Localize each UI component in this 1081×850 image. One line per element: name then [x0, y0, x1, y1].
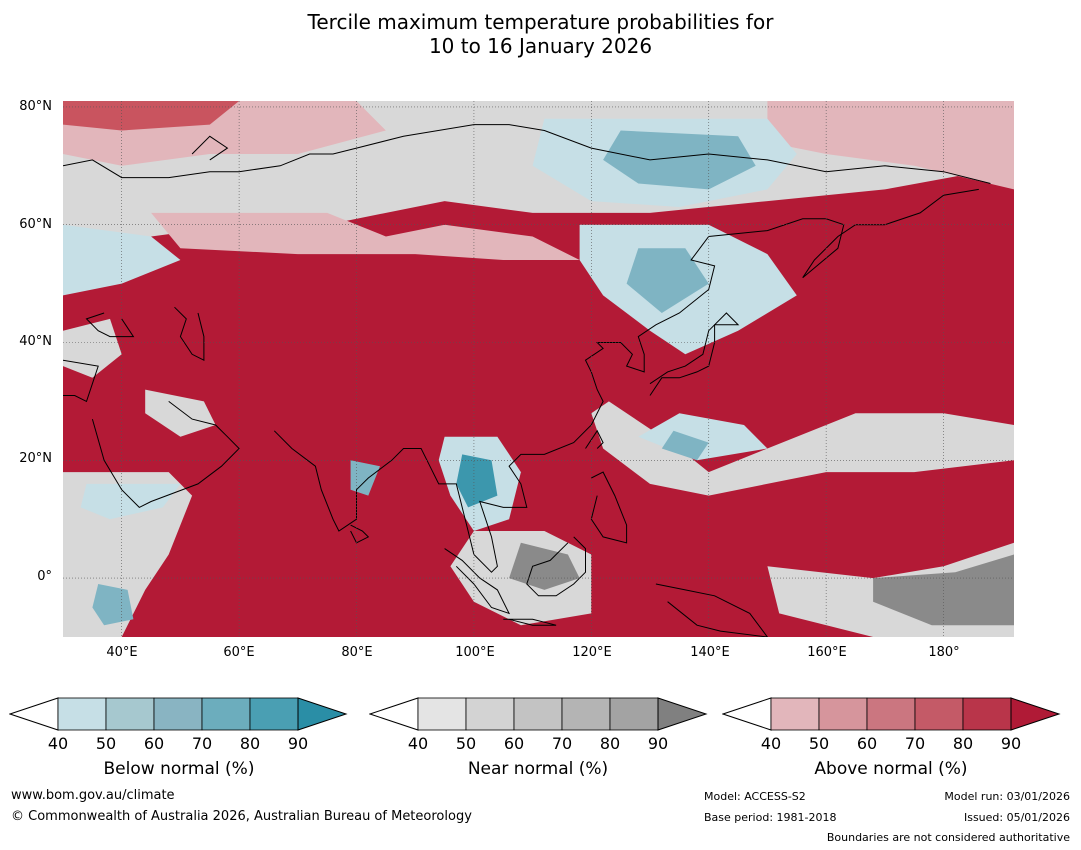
colorbar-high-extension [297, 697, 348, 731]
lon-label-160e: 160°E [807, 645, 847, 660]
colorbar-segment [818, 697, 868, 731]
lon-label-80e: 80°E [341, 645, 373, 660]
lat-label-60n: 60°N [19, 217, 52, 232]
coastline-segment [526, 536, 586, 597]
near-normal-title: Near normal (%) [467, 759, 609, 779]
issued-label: Issued: 05/01/2026 [963, 811, 1070, 824]
colorbar-tick-label: 90 [287, 734, 309, 753]
region-bering-above-light [767, 101, 1014, 190]
coastline-segment [590, 471, 628, 544]
colorbar-segment [866, 697, 916, 731]
colorbar-tick-label: 50 [455, 734, 477, 753]
colorbar-segment [914, 697, 964, 731]
colorbar-tick-label: 90 [647, 734, 669, 753]
coastline-segment [503, 618, 557, 626]
region-east-africa-near-normal [63, 472, 193, 637]
colorbar-low-extension [369, 697, 419, 731]
region-tanzania-below-mid [92, 584, 134, 626]
colorbar-segment [417, 697, 467, 731]
lon-label-120e: 120°E [572, 645, 612, 660]
colorbar-tick-label: 70 [551, 734, 573, 753]
region-persian-gulf-near-normal [145, 389, 216, 437]
lon-label-140e: 140°E [690, 645, 730, 660]
coastline-segment [174, 306, 205, 362]
coastline-segment [63, 359, 99, 403]
colorbar-segment [105, 697, 155, 731]
colorbar-tick-label: 60 [503, 734, 525, 753]
model-label: Model: ACCESS-S2 [704, 790, 806, 803]
lon-label-100e: 100°E [455, 645, 495, 660]
colorbar-tick-label: 80 [952, 734, 974, 753]
probability-regions [63, 101, 1014, 637]
model-run-label: Model run: 03/01/2026 [944, 790, 1070, 803]
probability-map [63, 101, 1014, 637]
lat-label-20n: 20°N [19, 451, 52, 466]
colorbar-tick-label: 50 [95, 734, 117, 753]
colorbar-segment [561, 697, 611, 731]
colorbar-tick-label: 80 [599, 734, 621, 753]
coastline-segment [91, 401, 240, 509]
map-title-line-1: Tercile maximum temperature probabilitie… [307, 10, 774, 34]
region-siberia-below-mid [603, 130, 756, 190]
colorbar-tick-label: 80 [239, 734, 261, 753]
coastline-segment [649, 312, 740, 396]
colorbar-segment [513, 697, 563, 731]
region-barents-above [63, 101, 240, 131]
colorbar-high-extension [1010, 697, 1061, 731]
coastline-segment [585, 429, 604, 449]
coastline-segment [191, 135, 229, 161]
colorbar-tick-label: 40 [407, 734, 429, 753]
coastline-segment [85, 312, 135, 338]
region-manchuria-below-mid [626, 248, 709, 313]
colorbar-tick-label: 60 [143, 734, 165, 753]
colorbar-segment [249, 697, 299, 731]
map-title-line-2: 10 to 16 January 2026 [428, 34, 653, 58]
colorbar-low-extension [9, 697, 59, 731]
below-normal-colorbar [9, 697, 348, 731]
region-indochina-below-strong [456, 454, 498, 508]
near-normal-colorbar [369, 697, 708, 731]
colorbar-segment [770, 697, 820, 731]
coastline-segment [444, 548, 511, 615]
colorbar-segment [609, 697, 659, 731]
above-normal-title: Above normal (%) [814, 759, 968, 779]
region-india-below-mid [350, 460, 380, 496]
colorbar-segment [57, 697, 107, 731]
map-canvas [63, 101, 1014, 637]
colorbar-segment [153, 697, 203, 731]
coastline-segment [655, 583, 769, 637]
colorbar-segment [201, 697, 251, 731]
lon-label-40e: 40°E [106, 645, 138, 660]
region-horn-africa-below-light [80, 483, 181, 520]
lon-label-60e: 60°E [223, 645, 255, 660]
colorbar-segment [962, 697, 1012, 731]
lon-label-180: 180° [928, 645, 960, 660]
colorbar-tick-label: 60 [856, 734, 878, 753]
base-period-label: Base period: 1981-2018 [704, 811, 837, 824]
boundaries-disclaimer: Boundaries are not considered authoritat… [826, 831, 1070, 844]
colorbar-tick-label: 40 [47, 734, 69, 753]
region-central-pacific-near-dark [873, 554, 1014, 626]
coastline-segment [350, 524, 370, 544]
colorbar-tick-label: 70 [191, 734, 213, 753]
website-link[interactable]: www.bom.gov.au/climate [11, 788, 175, 803]
lat-label-40n: 40°N [19, 334, 52, 349]
above-normal-colorbar [722, 697, 1061, 731]
lat-label-equator: 0° [37, 569, 52, 584]
coastline-segment [63, 124, 991, 184]
colorbar-low-extension [722, 697, 772, 731]
lat-label-80n: 80°N [19, 99, 52, 114]
below-normal-title: Below normal (%) [103, 759, 255, 779]
colorbar-tick-label: 90 [1000, 734, 1022, 753]
colorbar-high-extension [657, 697, 708, 731]
copyright-text: © Commonwealth of Australia 2026, Austra… [11, 809, 472, 824]
colorbar-tick-label: 50 [808, 734, 830, 753]
region-philippine-sea-below-mid [661, 430, 709, 461]
colorbar-segment [465, 697, 515, 731]
graticule [63, 101, 1014, 637]
colorbar-tick-label: 40 [760, 734, 782, 753]
colorbar-tick-label: 70 [904, 734, 926, 753]
region-pacific-near-normal [591, 401, 1014, 496]
